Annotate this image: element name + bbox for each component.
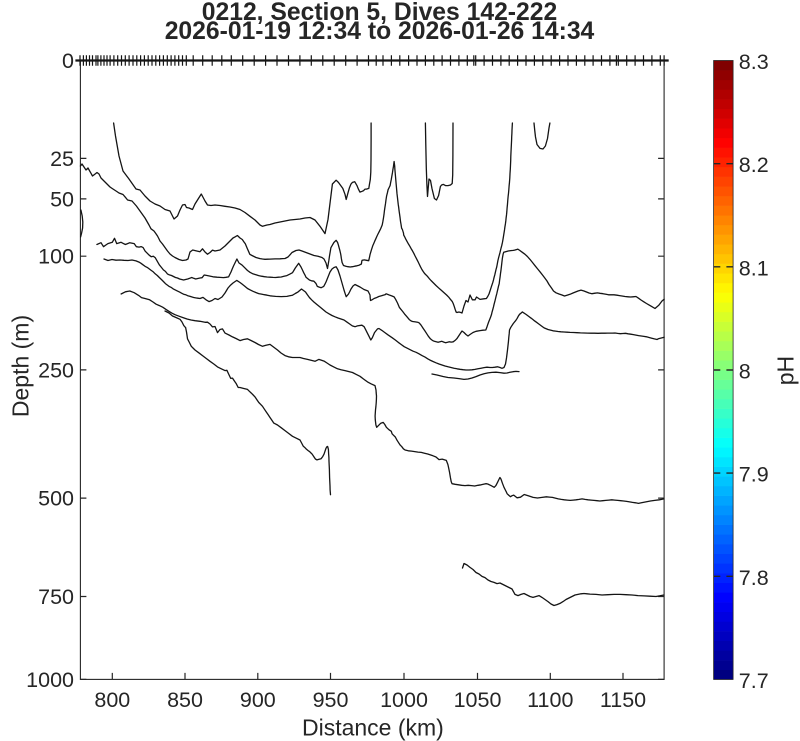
svg-text:1100: 1100 <box>527 688 573 712</box>
svg-text:pH: pH <box>773 356 799 385</box>
svg-text:8.2: 8.2 <box>739 153 769 177</box>
svg-text:950: 950 <box>313 688 349 712</box>
svg-text:2026-01-19 12:34 to 2026-01-26: 2026-01-19 12:34 to 2026-01-26 14:34 <box>165 18 595 45</box>
svg-text:Depth (m): Depth (m) <box>8 315 34 417</box>
svg-text:1050: 1050 <box>454 688 502 712</box>
svg-text:1000: 1000 <box>380 688 428 712</box>
svg-text:1000: 1000 <box>26 668 74 692</box>
svg-text:0212, Section 5, Dives 142-222: 0212, Section 5, Dives 142-222 <box>202 0 557 26</box>
svg-text:7.8: 7.8 <box>739 566 769 590</box>
svg-text:8.1: 8.1 <box>739 256 769 280</box>
svg-text:25: 25 <box>50 147 74 171</box>
svg-text:1150: 1150 <box>600 688 646 712</box>
svg-text:500: 500 <box>38 487 74 511</box>
svg-text:8.3: 8.3 <box>739 50 769 74</box>
svg-text:Distance (km): Distance (km) <box>302 714 444 740</box>
svg-text:750: 750 <box>38 585 74 609</box>
svg-text:100: 100 <box>38 245 74 269</box>
svg-text:0: 0 <box>62 49 74 73</box>
svg-text:900: 900 <box>240 688 276 712</box>
svg-text:850: 850 <box>167 688 203 712</box>
svg-text:250: 250 <box>38 358 74 382</box>
svg-text:7.7: 7.7 <box>739 669 769 693</box>
svg-text:50: 50 <box>50 187 74 211</box>
svg-text:7.9: 7.9 <box>739 463 769 487</box>
svg-text:8: 8 <box>739 360 751 384</box>
svg-text:800: 800 <box>94 688 130 712</box>
